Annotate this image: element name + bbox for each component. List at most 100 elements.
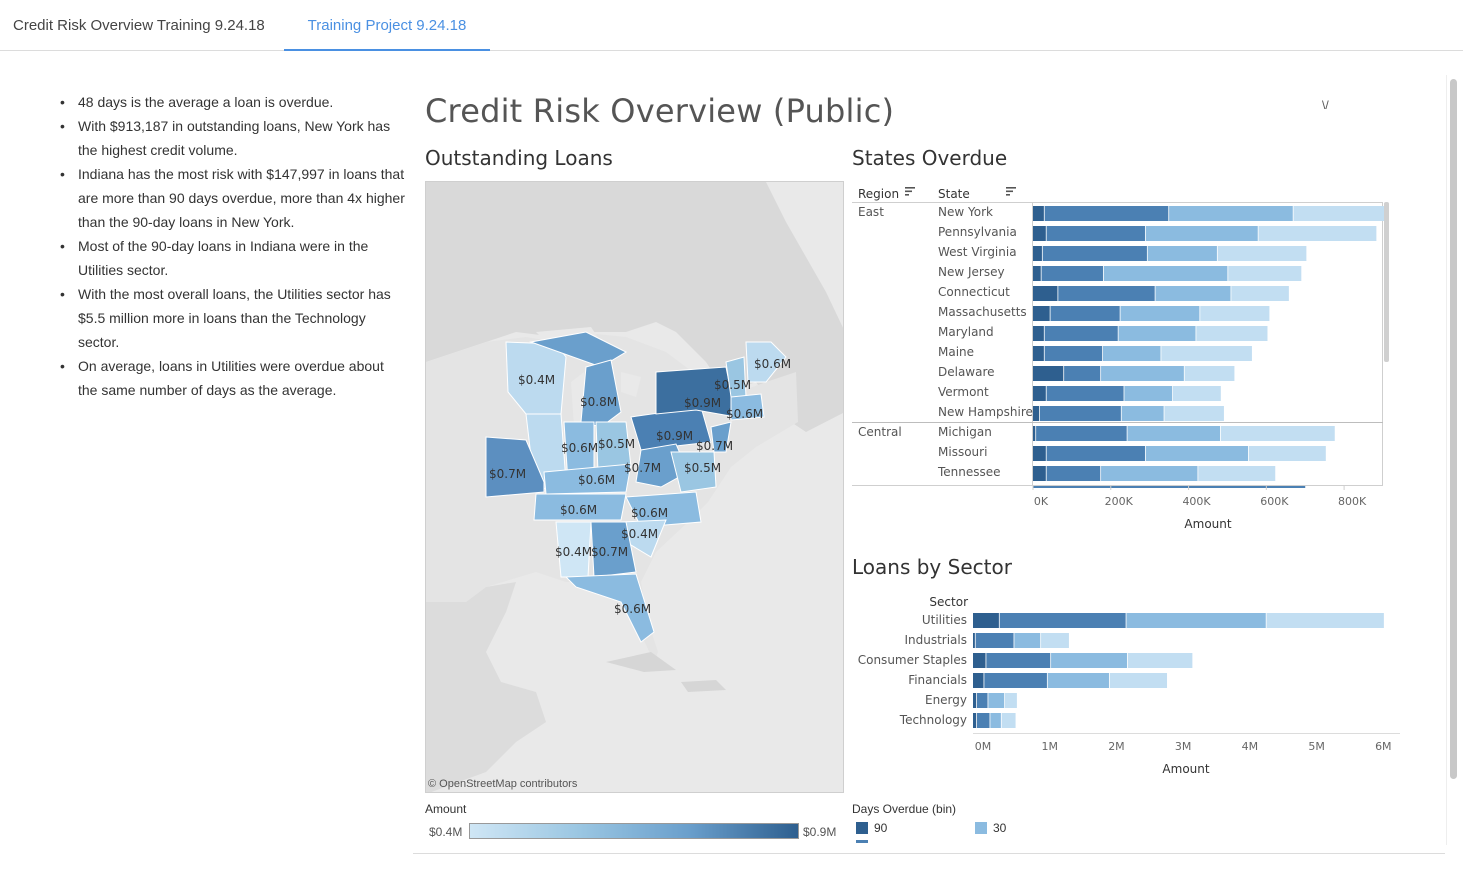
- legend-item-30[interactable]: 30: [975, 821, 1006, 835]
- sector-bar-segment[interactable]: [1047, 673, 1109, 688]
- sector-bar-segment[interactable]: [973, 633, 975, 648]
- state-florida[interactable]: [564, 573, 655, 643]
- state-tennessee[interactable]: [533, 493, 627, 521]
- sector-bar-segment[interactable]: [973, 653, 986, 668]
- state-bar-segment[interactable]: [1033, 426, 1036, 441]
- state-bar-segment[interactable]: [1040, 406, 1121, 421]
- state-bar-segment[interactable]: [1033, 286, 1058, 301]
- state-bar-segment[interactable]: [1120, 306, 1200, 321]
- state-bar-segment[interactable]: [1044, 206, 1169, 221]
- state-bar-segment[interactable]: [1042, 246, 1147, 261]
- state-bar-segment[interactable]: [1058, 286, 1155, 301]
- sector-bar-segment[interactable]: [977, 693, 988, 708]
- state-bar-segment[interactable]: [1169, 206, 1293, 221]
- state-bar-segment[interactable]: [1033, 446, 1046, 461]
- tab-credit-risk-training[interactable]: Credit Risk Overview Training 9.24.18: [13, 17, 265, 34]
- state-bar-segment[interactable]: [1124, 386, 1173, 401]
- sector-bar-segment[interactable]: [988, 693, 1005, 708]
- sector-bar-segment[interactable]: [1005, 693, 1017, 708]
- sector-bar-segment[interactable]: [990, 713, 1001, 728]
- sector-bar-segment[interactable]: [1051, 653, 1127, 668]
- state-bar-segment[interactable]: [1145, 446, 1249, 461]
- sort-icon-state[interactable]: [1006, 187, 1016, 196]
- state-bar-segment[interactable]: [1046, 466, 1101, 481]
- state-michigan-upper[interactable]: [529, 331, 628, 368]
- state-bar-segment[interactable]: [1033, 226, 1046, 241]
- state-bar-segment[interactable]: [1118, 326, 1196, 341]
- sector-bar-segment[interactable]: [1109, 673, 1168, 688]
- sector-bar-segment[interactable]: [975, 633, 1014, 648]
- state-bar-segment[interactable]: [1228, 266, 1302, 281]
- state-bar-segment[interactable]: [1046, 386, 1124, 401]
- states-overdue-chart[interactable]: Region State East New York Pennsylvania West…: [852, 180, 1397, 538]
- state-massachusetts[interactable]: [730, 393, 765, 421]
- sector-bar-segment[interactable]: [1126, 613, 1266, 628]
- state-bar-segment[interactable]: [1164, 406, 1224, 421]
- state-bar-segment[interactable]: [1046, 226, 1145, 241]
- state-bar-segment[interactable]: [1033, 406, 1040, 421]
- sector-bar-segment[interactable]: [973, 693, 977, 708]
- sector-bar-segment[interactable]: [999, 613, 1126, 628]
- sector-bar-segment[interactable]: [984, 673, 1047, 688]
- sort-icon-region[interactable]: [905, 187, 915, 196]
- state-ohio[interactable]: [595, 421, 632, 473]
- sector-bar-segment[interactable]: [1127, 653, 1193, 668]
- state-georgia[interactable]: [590, 521, 637, 578]
- state-bar-segment[interactable]: [1064, 366, 1101, 381]
- state-north-carolina[interactable]: [625, 491, 702, 528]
- state-bar-segment[interactable]: [1184, 366, 1235, 381]
- state-bar-segment[interactable]: [1248, 446, 1326, 461]
- state-bar-segment[interactable]: [1101, 366, 1184, 381]
- state-bar-segment[interactable]: [1155, 286, 1231, 301]
- state-missouri[interactable]: [485, 436, 545, 498]
- state-bar-segment[interactable]: [1101, 466, 1198, 481]
- state-maine[interactable]: [745, 341, 787, 383]
- loans-by-sector-chart[interactable]: Sector Utilities Industrials Consumer Stapl…: [852, 590, 1407, 780]
- state-michigan[interactable]: [580, 359, 622, 428]
- state-bar-segment[interactable]: [1033, 326, 1044, 341]
- column-header-region[interactable]: Region: [858, 187, 899, 201]
- column-header-sector[interactable]: Sector: [929, 595, 968, 609]
- states-scroll-thumb[interactable]: [1384, 202, 1389, 362]
- state-new-jersey[interactable]: [710, 421, 732, 453]
- state-virginia[interactable]: [670, 451, 717, 493]
- tab-training-project[interactable]: Training Project 9.24.18: [284, 0, 490, 51]
- state-bar-segment[interactable]: [1033, 386, 1046, 401]
- state-bar-segment[interactable]: [1050, 306, 1120, 321]
- legend-item-90[interactable]: 90: [856, 821, 887, 835]
- sector-bar-segment[interactable]: [1041, 633, 1069, 648]
- state-bar-segment[interactable]: [1145, 226, 1258, 241]
- sector-bar-segment[interactable]: [986, 653, 1051, 668]
- state-bar-segment[interactable]: [1036, 426, 1127, 441]
- state-bar-segment[interactable]: [1161, 346, 1252, 361]
- state-bar-segment[interactable]: [1147, 246, 1217, 261]
- state-bar-segment[interactable]: [1231, 286, 1289, 301]
- state-bar-segment[interactable]: [1173, 386, 1221, 401]
- sector-bar-segment[interactable]: [973, 673, 984, 688]
- state-bar-segment[interactable]: [1033, 206, 1044, 221]
- sector-bar-segment[interactable]: [1014, 633, 1041, 648]
- vertical-scrollbar[interactable]: [1446, 75, 1460, 845]
- state-bar-segment[interactable]: [1033, 246, 1042, 261]
- state-bar-segment[interactable]: [1033, 366, 1064, 381]
- state-bar-segment[interactable]: [1198, 466, 1276, 481]
- state-bar-segment[interactable]: [1046, 446, 1145, 461]
- state-bar-segment[interactable]: [1217, 246, 1307, 261]
- state-bar-segment[interactable]: [1200, 306, 1270, 321]
- state-kentucky[interactable]: [543, 463, 632, 495]
- state-bar-segment[interactable]: [1033, 346, 1044, 361]
- map-attribution[interactable]: © OpenStreetMap contributors: [428, 778, 578, 790]
- outstanding-loans-map[interactable]: $0.4M $0.8M $0.5M $0.6M $0.9M $0.6M $0.6…: [425, 181, 844, 793]
- sector-bar-segment[interactable]: [977, 713, 990, 728]
- state-bar-segment[interactable]: [1121, 406, 1164, 421]
- state-bar-segment[interactable]: [1033, 266, 1041, 281]
- sector-bar-segment[interactable]: [973, 713, 977, 728]
- state-bar-segment[interactable]: [1196, 326, 1268, 341]
- state-bar-segment[interactable]: [1103, 346, 1161, 361]
- state-bar-segment[interactable]: [1041, 266, 1103, 281]
- state-bar-segment[interactable]: [1033, 306, 1050, 321]
- state-bar-segment[interactable]: [1044, 326, 1118, 341]
- scrollbar-thumb[interactable]: [1450, 79, 1457, 779]
- state-bar-segment[interactable]: [1033, 466, 1046, 481]
- state-bar-segment[interactable]: [1044, 346, 1103, 361]
